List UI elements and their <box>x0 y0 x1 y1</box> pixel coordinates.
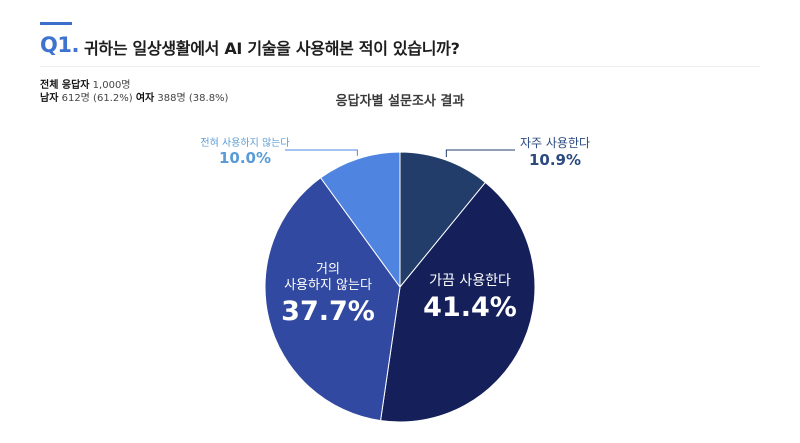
slice-label-rarely: 거의 사용하지 않는다 37.7% <box>258 262 398 327</box>
leader-line-often <box>445 149 515 158</box>
stats-male-label: 남자 <box>40 93 59 104</box>
stats-gender-line: 남자 612명 (61.2%) 여자 388명 (38.8%) <box>40 92 228 105</box>
slice-name-rarely-line1: 거의 <box>316 262 340 277</box>
slice-value-sometimes: 41.4% <box>423 292 517 323</box>
pie-slice-sometimes <box>379 181 536 423</box>
stats-female-label: 여자 <box>135 93 155 104</box>
leader-line-never <box>285 149 358 156</box>
respondent-stats: 전체 응답자 1,000명 남자 612명 (61.2%) 여자 388명 (3… <box>40 79 228 105</box>
stats-total-line: 전체 응답자 1,000명 <box>40 79 228 92</box>
slice-value-rarely: 37.7% <box>281 296 375 327</box>
header-divider <box>40 66 760 67</box>
slice-label-never: 전혀 사용하지 않는다 10.0% <box>175 134 315 167</box>
slice-label-often: 자주 사용한다 10.9% <box>500 134 610 169</box>
slice-name-sometimes: 가끔 사용한다 <box>429 273 511 289</box>
question-title: 귀하는 일상생활에서 AI 기술을 사용해본 적이 있습니까? <box>84 39 460 58</box>
slice-value-often: 10.9% <box>528 151 582 169</box>
chart-title: 응답자별 설문조사 결과 <box>335 94 465 109</box>
pie-slice-often <box>399 151 487 289</box>
slice-label-sometimes: 가끔 사용한다 41.4% <box>400 270 540 323</box>
question-number: Q1. <box>40 33 79 57</box>
slice-name-often: 자주 사용한다 <box>519 136 591 150</box>
slice-name-never: 전혀 사용하지 않는다 <box>200 138 290 149</box>
slice-value-never: 10.0% <box>218 149 272 167</box>
pie-slice-never <box>319 151 401 289</box>
stats-female-value: 388명 (38.8%) <box>157 93 229 104</box>
stats-total-value: 1,000명 <box>92 80 131 91</box>
slice-name-rarely-line2: 사용하지 않는다 <box>284 278 372 293</box>
pie-slice-rarely <box>264 177 401 422</box>
question-accent-bar <box>40 22 72 25</box>
stats-total-label: 전체 응답자 <box>40 80 90 91</box>
stats-male-value: 612명 (61.2%) <box>61 93 133 104</box>
